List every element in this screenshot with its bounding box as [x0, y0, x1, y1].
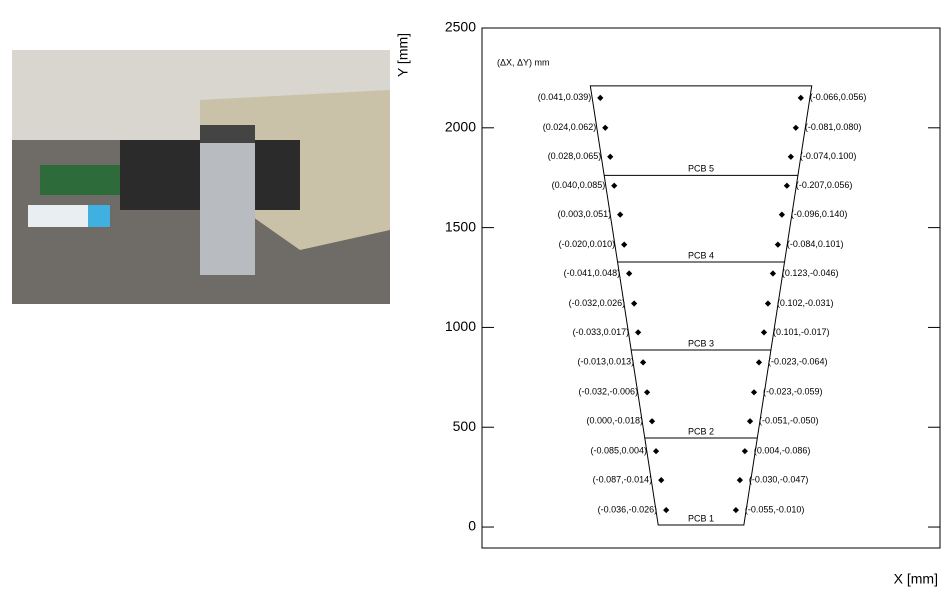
point-label: (0.000,-0.018): [587, 416, 644, 426]
point-label: (-0.085,0.004): [590, 446, 647, 456]
y-axis-label: Y [mm]: [395, 33, 411, 77]
x-axis-label: X [mm]: [894, 571, 938, 587]
point-label: (-0.096,0.140): [791, 209, 848, 219]
chart-panel: [400, 0, 951, 599]
point-label: (-0.055,-0.010): [745, 504, 805, 514]
point-label: (-0.207,0.056): [796, 180, 853, 190]
point-label: (-0.020,0.010): [559, 239, 616, 249]
y-tick-label: 2500: [445, 19, 476, 35]
y-tick-label: 2000: [445, 119, 476, 135]
point-label: (0.102,-0.031): [777, 298, 834, 308]
slide: (ΔX, ΔY) mm Y [mm] X [mm] 0 500 1000 1500 20…: [0, 0, 951, 599]
y-tick-label: 1500: [445, 218, 476, 234]
y-tick-label: 1000: [445, 318, 476, 334]
photo-bracket-top: [200, 125, 255, 143]
point-label: (0.004,-0.086): [754, 446, 811, 456]
point-label: (0.024,0.062): [543, 122, 597, 132]
point-label: (-0.074,0.100): [800, 151, 857, 161]
photo: [12, 50, 390, 304]
point-label: (0.003,0.051): [558, 209, 612, 219]
point-label: (-0.013,0.013): [578, 357, 635, 367]
section-label: PCB 4: [688, 250, 714, 260]
point-label: (-0.023,-0.059): [763, 387, 823, 397]
point-label: (-0.066,0.056): [810, 92, 867, 102]
point-label: (-0.036,-0.026): [598, 504, 658, 514]
point-label: (0.041,0.039): [538, 92, 592, 102]
point-label: (-0.081,0.080): [805, 122, 862, 132]
point-label: (-0.023,-0.064): [768, 357, 828, 367]
photo-cable-tab: [88, 205, 110, 227]
point-label: (-0.087,-0.014): [593, 475, 653, 485]
y-tick-label: 0: [468, 518, 476, 534]
point-label: (-0.041,0.048): [564, 268, 621, 278]
point-label: (0.028,0.065): [548, 151, 602, 161]
photo-bracket: [200, 125, 255, 275]
section-label: PCB 2: [688, 426, 714, 436]
photo-board: [40, 165, 120, 195]
point-label: (-0.032,-0.006): [579, 387, 639, 397]
point-label: (-0.084,0.101): [787, 239, 844, 249]
point-label: (-0.032,0.026): [569, 298, 626, 308]
point-label: (-0.030,-0.047): [749, 475, 809, 485]
y-tick-label: 500: [453, 418, 477, 434]
point-label: (0.123,-0.046): [782, 268, 839, 278]
section-label: PCB 5: [688, 164, 714, 174]
page: (ΔX, ΔY) mm Y [mm] X [mm] 0 500 1000 1500 20…: [0, 0, 951, 599]
point-label: (-0.033,0.017): [573, 327, 630, 337]
section-label: PCB 1: [688, 513, 714, 523]
point-label: (0.101,-0.017): [773, 327, 830, 337]
annotation: (ΔX, ΔY) mm: [497, 57, 550, 67]
point-label: (0.040,0.085): [552, 180, 606, 190]
section-label: PCB 3: [688, 338, 714, 348]
point-label: (-0.051,-0.050): [759, 416, 819, 426]
